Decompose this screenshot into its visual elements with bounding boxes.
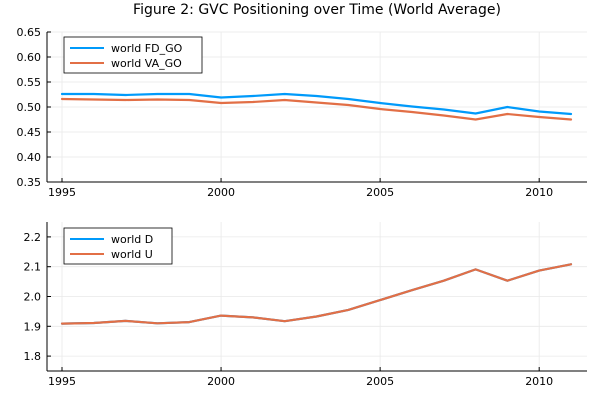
x-tick-label: 2005 xyxy=(366,375,394,388)
y-tick-label: 0.60 xyxy=(17,51,42,64)
x-tick-label: 1995 xyxy=(48,375,76,388)
chart-panel-bottom: 1995 2000 2005 2010 1.8 1.9 2.0 2.1 2.2 world D wo… xyxy=(24,222,587,388)
legend-label: world U xyxy=(111,248,153,261)
x-tick-label: 2010 xyxy=(525,186,553,199)
legend-label: world VA_GO xyxy=(111,57,182,70)
y-tick-label: 2.1 xyxy=(24,261,42,274)
y-tick-label: 1.8 xyxy=(24,350,42,363)
legend-box xyxy=(63,36,203,74)
legend-label: world FD_GO xyxy=(111,42,183,55)
y-tick-label: 0.65 xyxy=(17,26,42,39)
y-tick-label: 0.45 xyxy=(17,126,42,139)
series-line xyxy=(60,263,573,325)
chart-panel-top: 1995 2000 2005 2010 0.35 0.40 0.45 0.50 0.55 0.60… xyxy=(17,26,587,199)
series-line xyxy=(60,92,573,116)
y-tick-label: 2.0 xyxy=(24,291,42,304)
x-tick-label: 2010 xyxy=(525,375,553,388)
y-tick-label: 0.40 xyxy=(17,151,42,164)
figure-title: Figure 2: GVC Positioning over Time (Wor… xyxy=(133,2,501,18)
legend-label: world D xyxy=(111,233,153,246)
y-tick-label: 0.50 xyxy=(17,101,42,114)
x-tick-label: 2005 xyxy=(366,186,394,199)
y-tick-label: 2.2 xyxy=(24,231,42,244)
series-line xyxy=(60,97,573,121)
x-tick-label: 2000 xyxy=(207,375,235,388)
y-tick-label: 0.35 xyxy=(17,176,42,189)
x-tick-label: 1995 xyxy=(48,186,76,199)
x-tick-label: 2000 xyxy=(207,186,235,199)
y-tick-label: 1.9 xyxy=(24,320,42,333)
series-line xyxy=(60,263,573,325)
y-tick-label: 0.55 xyxy=(17,76,42,89)
legend-box xyxy=(63,227,173,265)
